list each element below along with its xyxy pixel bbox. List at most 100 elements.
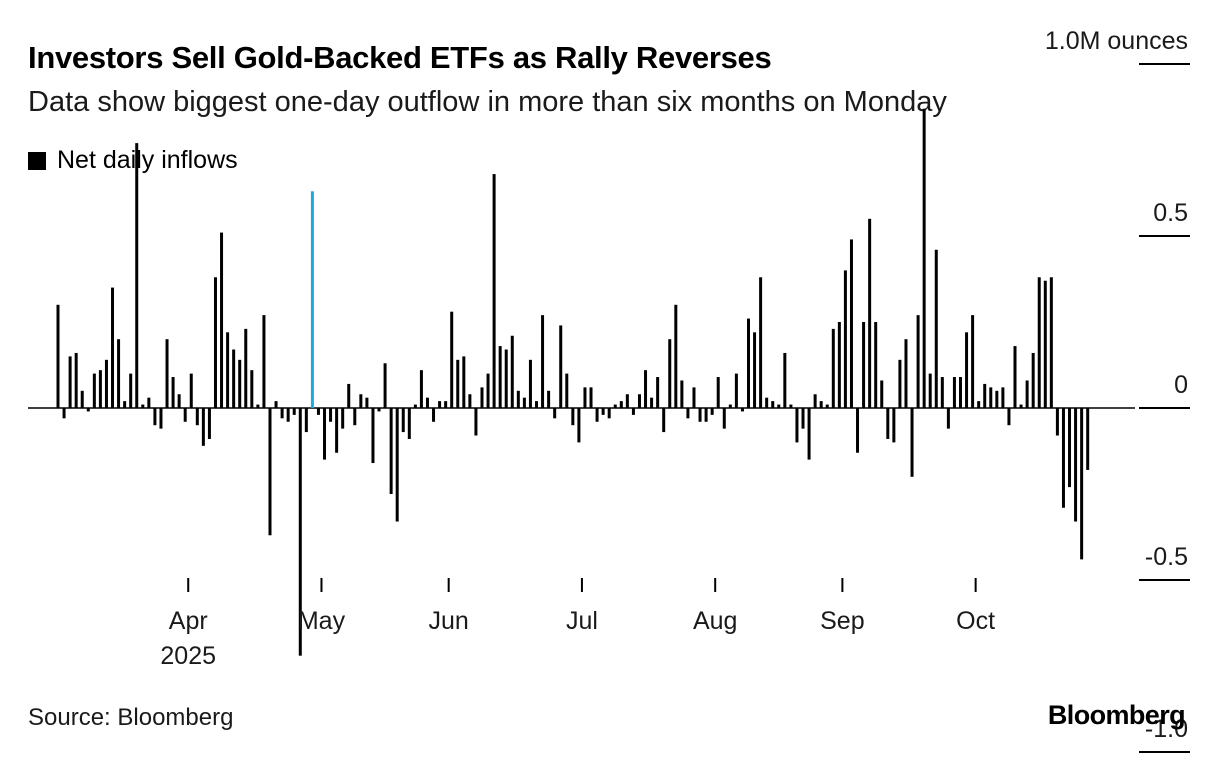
- bar: [1013, 346, 1017, 408]
- x-tick-label: Jun: [429, 607, 469, 635]
- bar: [135, 143, 139, 408]
- bar: [674, 304, 678, 408]
- bar: [195, 408, 199, 426]
- bar: [946, 408, 950, 429]
- bar: [395, 408, 399, 522]
- bar: [940, 377, 944, 408]
- bar: [631, 408, 635, 415]
- x-tick-label: Sep: [820, 607, 864, 635]
- bar: [201, 408, 205, 446]
- bar: [450, 311, 454, 408]
- legend-label: Net daily inflows: [57, 146, 238, 174]
- bar: [92, 373, 96, 408]
- bar: [522, 397, 526, 408]
- bar: [341, 408, 345, 429]
- bar: [474, 408, 478, 436]
- bar: [262, 315, 266, 408]
- bar: [316, 408, 320, 415]
- bar: [613, 404, 617, 408]
- bar: [250, 370, 254, 408]
- bar: [232, 349, 236, 408]
- bar: [177, 394, 181, 408]
- bar: [407, 408, 411, 439]
- bar: [728, 404, 732, 408]
- bar: [141, 404, 145, 408]
- bar: [238, 359, 242, 408]
- bar: [510, 335, 514, 408]
- bar: [644, 370, 648, 408]
- bar: [528, 359, 532, 408]
- bar: [765, 397, 769, 408]
- bar: [147, 397, 151, 408]
- bar: [456, 359, 460, 408]
- bar: [589, 387, 593, 408]
- bar: [813, 394, 817, 408]
- bar: [722, 408, 726, 429]
- bar: [1080, 408, 1084, 560]
- bar: [371, 408, 375, 464]
- bar: [220, 232, 224, 408]
- bar: [650, 397, 654, 408]
- bar: [692, 387, 696, 408]
- bar: [704, 408, 708, 422]
- bar: [777, 404, 781, 408]
- bar: [1049, 277, 1053, 408]
- bar: [680, 380, 684, 408]
- bar: [323, 408, 327, 460]
- bar: [383, 363, 387, 408]
- bar: [104, 359, 108, 408]
- x-tick-label: Jul: [566, 607, 598, 635]
- bar: [347, 383, 351, 408]
- legend: Net daily inflows: [28, 146, 238, 175]
- bar: [983, 383, 987, 408]
- bar: [849, 239, 853, 408]
- bar: [922, 108, 926, 408]
- bar: [1068, 408, 1072, 488]
- bar: [559, 325, 563, 408]
- bar: [601, 408, 605, 415]
- bar: [801, 408, 805, 429]
- y-tick-label: 0.5: [1153, 199, 1188, 227]
- bar: [898, 359, 902, 408]
- bar: [686, 408, 690, 419]
- bar: [958, 377, 962, 408]
- bar: [577, 408, 581, 443]
- bar: [856, 408, 860, 453]
- bar: [892, 408, 896, 443]
- bar: [256, 404, 260, 408]
- bar: [377, 408, 381, 412]
- bar: [843, 270, 847, 408]
- bar: [111, 287, 115, 408]
- bar: [292, 408, 296, 415]
- bar: [1055, 408, 1059, 436]
- bar: [746, 318, 750, 408]
- bar: [625, 394, 629, 408]
- bar: [62, 408, 66, 419]
- bar: [401, 408, 405, 433]
- bar: [1043, 280, 1047, 408]
- bar: [123, 401, 127, 408]
- bar: [298, 408, 302, 656]
- bar: [1025, 380, 1029, 408]
- bar: [183, 408, 187, 422]
- bar: [468, 394, 472, 408]
- bar: [910, 408, 914, 477]
- bar: [904, 339, 908, 408]
- bar: [662, 408, 666, 433]
- bar: [874, 322, 878, 408]
- bar: [734, 373, 738, 408]
- bar: [1037, 277, 1041, 408]
- bar: [480, 387, 484, 408]
- bar: [989, 387, 993, 408]
- bar: [789, 404, 793, 408]
- bar: [541, 315, 545, 408]
- bar: [268, 408, 272, 536]
- bar: [189, 373, 193, 408]
- bar: [868, 218, 872, 408]
- y-tick-label: -1.0: [1145, 715, 1188, 743]
- bar: [1061, 408, 1065, 508]
- bar: [129, 373, 133, 408]
- bar: [825, 404, 829, 408]
- bar: [432, 408, 436, 422]
- bar: [783, 352, 787, 408]
